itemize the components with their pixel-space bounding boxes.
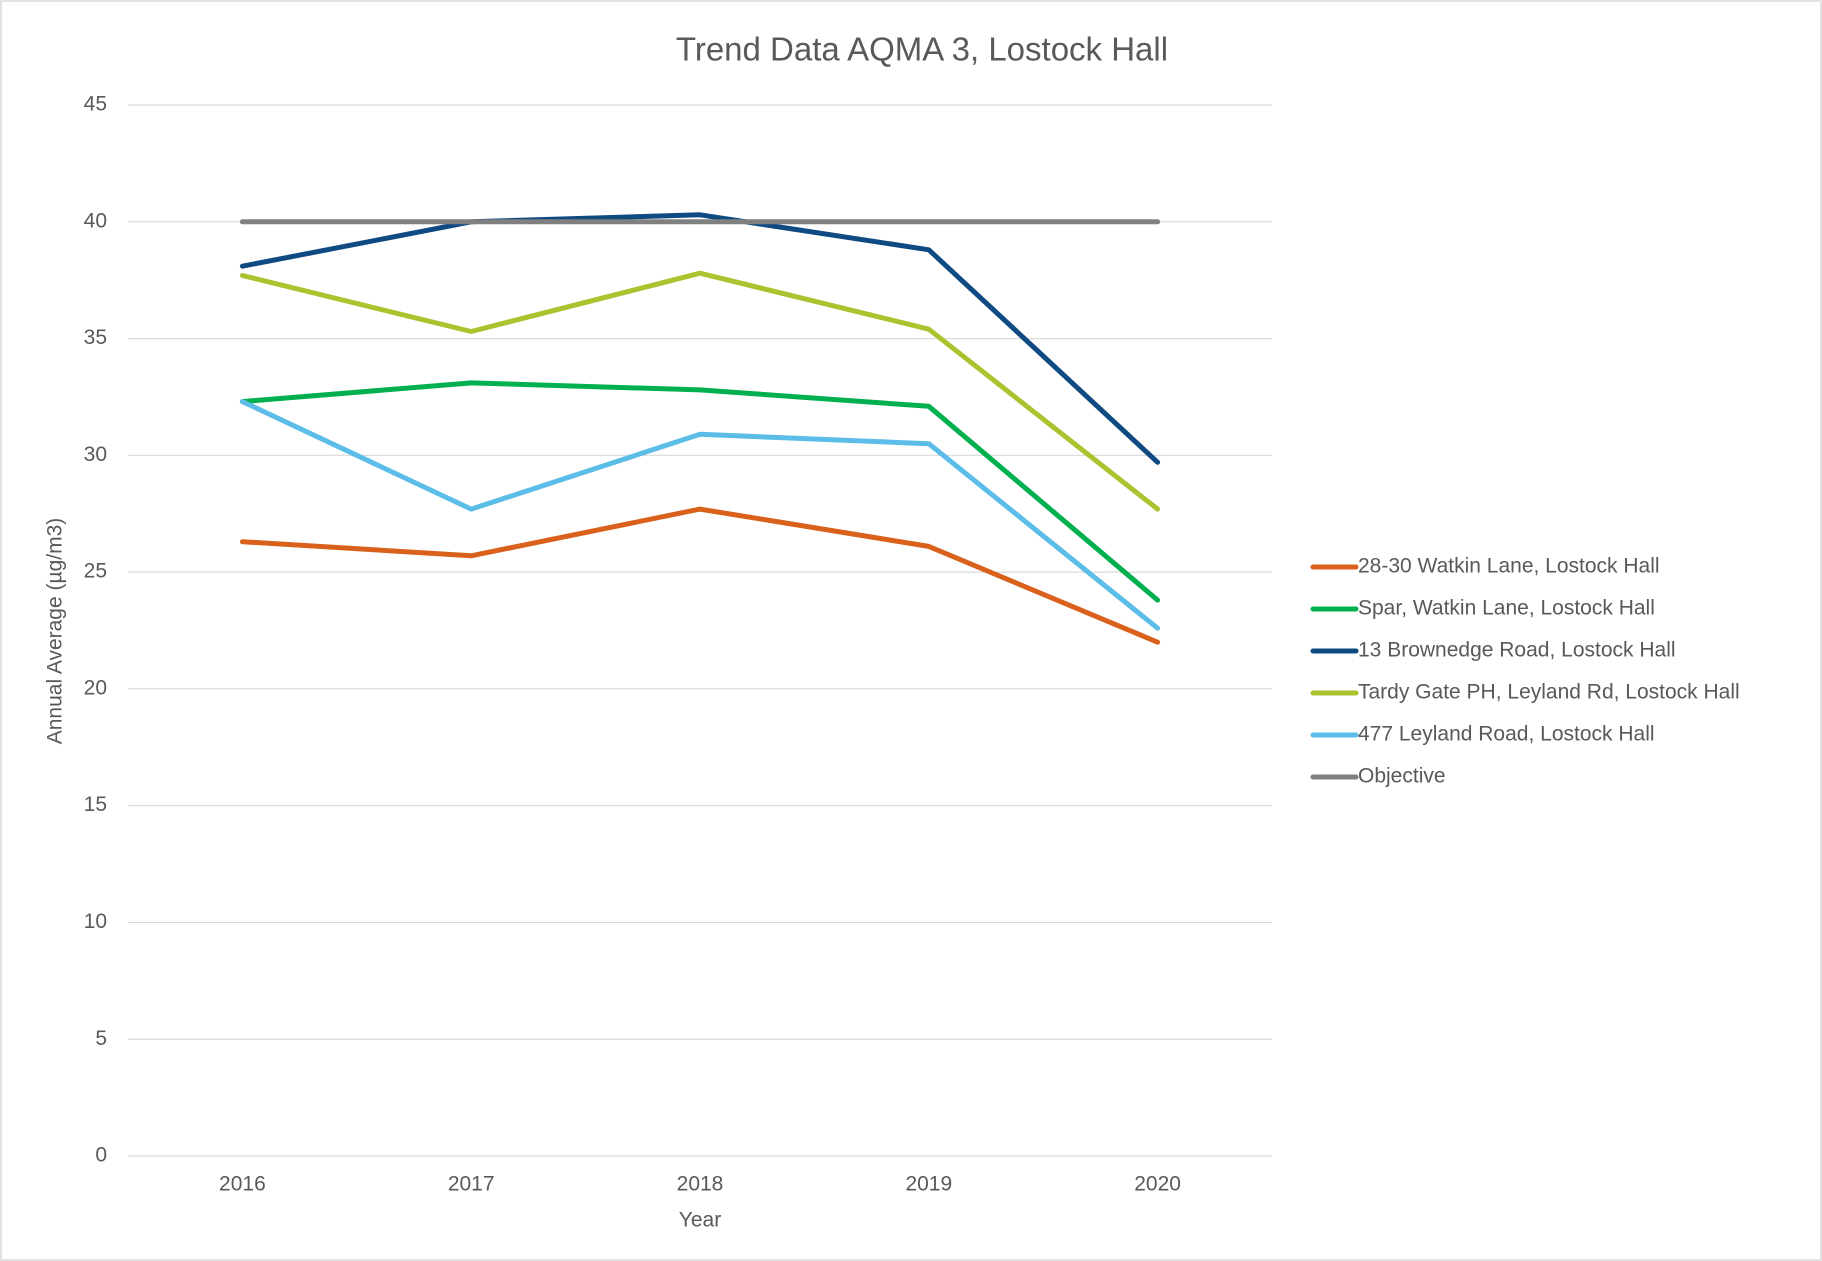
y-tick-label: 15 — [84, 793, 107, 816]
x-tick-label: 2016 — [219, 1173, 266, 1196]
x-tick-label: 2020 — [1134, 1173, 1181, 1196]
y-tick-label: 20 — [84, 676, 107, 699]
series-line — [239, 380, 1161, 603]
series-line — [239, 506, 1161, 645]
y-tick-label: 35 — [84, 326, 107, 349]
legend-label: Tardy Gate PH, Leyland Rd, Lostock Hall — [1358, 681, 1740, 704]
legend-label: Objective — [1358, 765, 1446, 788]
x-tick-label: 2019 — [905, 1173, 952, 1196]
y-tick-label: 30 — [84, 443, 107, 466]
y-tick-label: 5 — [95, 1027, 107, 1050]
chart-title: Trend Data AQMA 3, Lostock Hall — [676, 31, 1168, 68]
y-tick-label: 40 — [84, 209, 107, 232]
legend-label: 13 Brownedge Road, Lostock Hall — [1358, 639, 1676, 662]
y-tick-label: 25 — [84, 560, 107, 583]
series-line — [239, 212, 1161, 465]
series-line — [239, 399, 1161, 631]
x-tick-label: 2018 — [677, 1173, 724, 1196]
legend-label: Spar, Watkin Lane, Lostock Hall — [1358, 597, 1655, 620]
series-line — [239, 270, 1161, 512]
legend-label: 28-30 Watkin Lane, Lostock Hall — [1358, 555, 1660, 578]
x-axis-label: Year — [679, 1209, 721, 1232]
y-tick-label: 45 — [84, 93, 107, 116]
y-tick-label: 10 — [84, 910, 107, 933]
y-tick-label: 0 — [95, 1144, 107, 1167]
legend-label: 477 Leyland Road, Lostock Hall — [1358, 723, 1655, 746]
y-axis-label: Annual Average (µg/m3) — [44, 518, 67, 745]
x-tick-label: 2017 — [448, 1173, 495, 1196]
